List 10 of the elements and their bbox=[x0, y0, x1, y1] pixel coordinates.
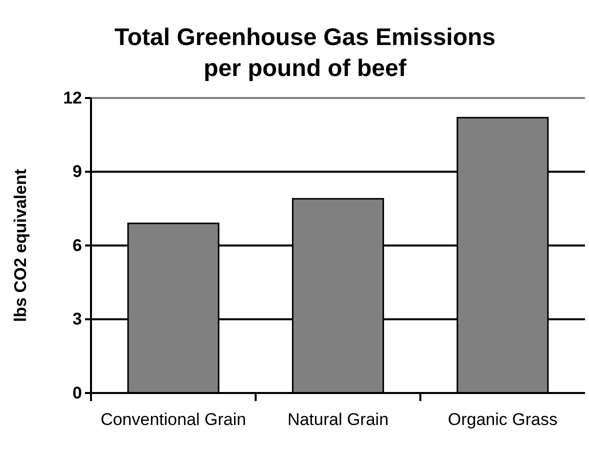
x-tick-label: Conventional Grain bbox=[100, 410, 246, 429]
y-tick-label: 0 bbox=[72, 383, 82, 402]
y-tick-label: 3 bbox=[72, 310, 82, 329]
chart-title: Total Greenhouse Gas Emissions per pound of beef bbox=[114, 24, 496, 82]
y-tick-label: 12 bbox=[63, 88, 82, 108]
x-tick-label: Natural Grain bbox=[287, 410, 389, 429]
x-tick-label: Organic Grass bbox=[448, 410, 558, 429]
y-tick-label: 6 bbox=[72, 236, 82, 255]
y-axis-title: lbs CO2 equivalent bbox=[11, 168, 30, 322]
y-tick-label: 9 bbox=[72, 162, 82, 182]
